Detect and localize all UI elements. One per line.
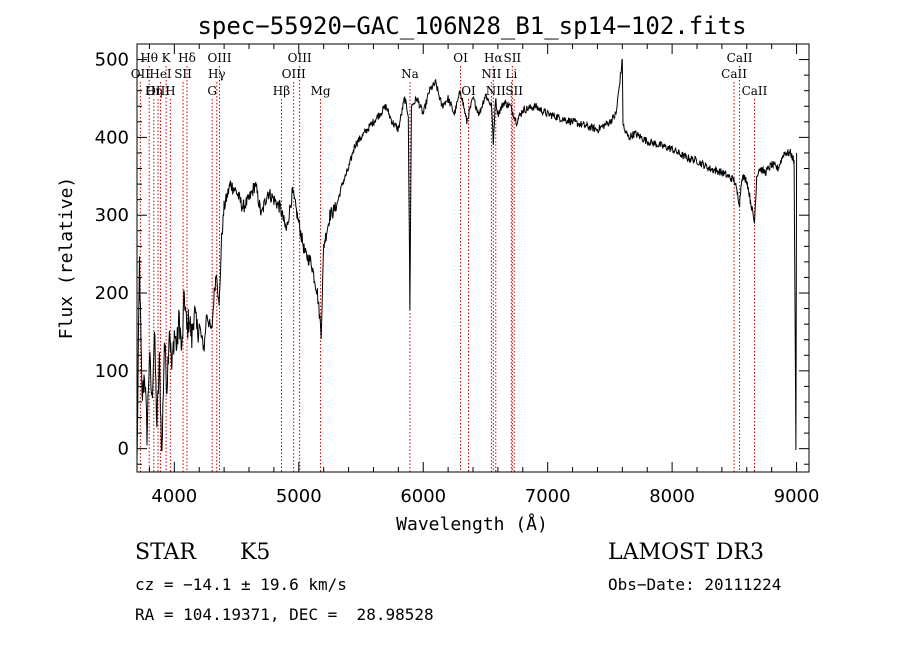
line-marker-label: Hγ — [208, 67, 226, 81]
line-marker-label: OIII — [207, 51, 231, 65]
y-tick-label: 100 — [95, 361, 129, 382]
line-marker-label: Hδ — [178, 51, 196, 65]
line-marker-label: K — [162, 51, 172, 65]
y-tick-label: 400 — [95, 127, 129, 148]
line-marker-label: HeI — [149, 67, 172, 81]
x-tick-label: 7000 — [525, 486, 571, 507]
x-tick-label: 6000 — [400, 486, 446, 507]
x-tick-label: 5000 — [276, 486, 322, 507]
line-marker-label: Li — [505, 67, 517, 81]
line-marker-label: SII — [503, 51, 521, 65]
coordinates: RA = 104.19371, DEC = 28.98528 — [135, 605, 434, 624]
chart-title: spec−55920−GAC_106N28_B1_sp14−102.fits — [197, 12, 746, 40]
x-axis: 4000 5000 6000 7000 8000 9000 — [148, 44, 820, 507]
line-marker-label: Hβ — [273, 84, 290, 98]
line-marker-label: Hη — [145, 84, 163, 98]
y-axis: 0 100 200 300 400 500 — [95, 43, 809, 465]
x-axis-label: Wavelength (Å) — [396, 513, 548, 535]
flux-series — [136, 58, 798, 460]
line-marker-label: G — [207, 84, 217, 98]
x-tick-label: 9000 — [774, 486, 820, 507]
line-marker-label: Hθ — [140, 51, 158, 65]
line-marker-label: Na — [401, 67, 419, 81]
y-tick-label: 0 — [118, 439, 129, 460]
plot-frame — [136, 43, 810, 473]
flux-line — [136, 58, 798, 460]
obs-date: Obs−Date: 20111224 — [608, 575, 782, 594]
y-axis-label: Flux (relative) — [56, 177, 77, 340]
y-tick-label: 500 — [95, 50, 129, 71]
x-tick-label: 8000 — [649, 486, 695, 507]
line-marker-label: SII — [505, 84, 523, 98]
line-marker-label: SII — [174, 67, 192, 81]
line-marker-label: OI — [453, 51, 468, 65]
line-markers: HθOIIOIIIHηHeIKHSIIHδGOIIIHγHβOIIIOIIIMg… — [131, 51, 768, 472]
y-tick-label: 300 — [95, 205, 129, 226]
y-tick-label: 200 — [95, 283, 129, 304]
line-marker-label: Mg — [311, 84, 331, 98]
line-marker-label: Hα — [484, 51, 503, 65]
survey-label: LAMOST DR3 — [608, 540, 764, 565]
x-tick-label: 4000 — [151, 486, 197, 507]
subclass: K5 — [240, 540, 271, 565]
object-class: STAR — [135, 540, 196, 565]
line-marker-label: OI — [461, 84, 476, 98]
line-marker-label: OIII — [288, 51, 312, 65]
line-marker-label: CaII — [742, 84, 768, 98]
line-marker-label: CaII — [727, 51, 753, 65]
line-marker-label: H — [165, 84, 175, 98]
line-marker-label: CaII — [721, 67, 747, 81]
line-marker-label: NII — [486, 84, 506, 98]
line-marker-label: OIII — [282, 67, 306, 81]
redshift-cz: cz = −14.1 ± 19.6 km/s — [135, 575, 347, 594]
line-marker-label: NII — [481, 67, 501, 81]
line-marker-label: OII — [131, 67, 151, 81]
line-marker-label: OIII — [146, 84, 170, 98]
spectrum-chart: spec−55920−GAC_106N28_B1_sp14−102.fits H… — [56, 12, 820, 535]
